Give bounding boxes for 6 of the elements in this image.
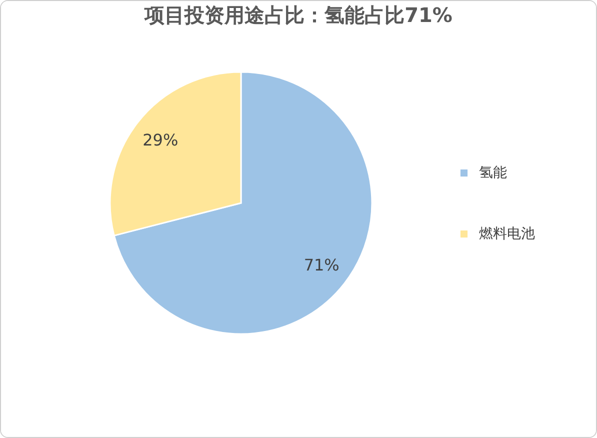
chart-title: 项目投资用途占比：氢能占比71%	[144, 3, 452, 27]
legend-label: 氢能	[479, 165, 507, 181]
legend-label: 燃料电池	[479, 226, 535, 242]
data-label: 29%	[142, 130, 178, 150]
data-label: 71%	[304, 256, 340, 275]
pie-slice	[113, 71, 373, 335]
